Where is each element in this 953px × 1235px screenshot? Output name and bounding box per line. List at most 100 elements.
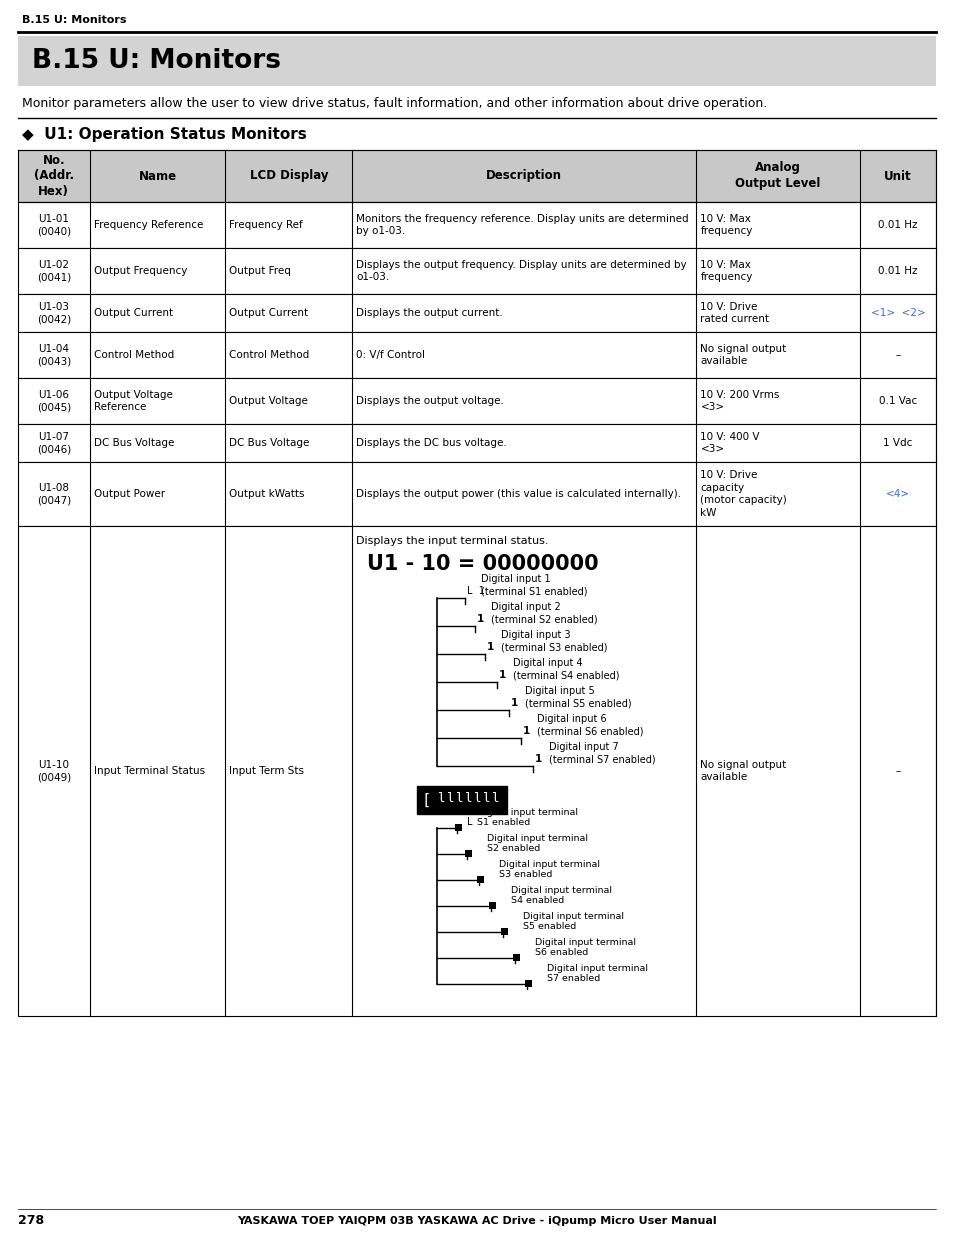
Text: 1: 1 <box>476 614 484 624</box>
Text: U1-06
(0045): U1-06 (0045) <box>36 390 71 412</box>
Text: 278: 278 <box>18 1214 44 1228</box>
Bar <box>18 248 935 294</box>
Text: 10 V: 400 V
<3>: 10 V: 400 V <3> <box>700 432 760 454</box>
Text: No signal output
available: No signal output available <box>700 343 786 367</box>
Text: 1: 1 <box>498 671 506 680</box>
Text: No.
(Addr.
Hex): No. (Addr. Hex) <box>33 153 73 199</box>
Text: DC Bus Voltage: DC Bus Voltage <box>230 438 310 448</box>
Text: LCD Display: LCD Display <box>250 169 328 183</box>
Text: Digital input terminal
S2 enabled: Digital input terminal S2 enabled <box>487 834 588 853</box>
Text: B.15 U: Monitors: B.15 U: Monitors <box>22 15 127 25</box>
Text: 0.1 Vac: 0.1 Vac <box>878 396 916 406</box>
Text: Displays the DC bus voltage.: Displays the DC bus voltage. <box>355 438 506 448</box>
Bar <box>465 850 472 857</box>
Text: l: l <box>446 793 454 805</box>
Text: Displays the output current.: Displays the output current. <box>355 308 502 317</box>
Text: Monitors the frequency reference. Display units are determined
by o1-03.: Monitors the frequency reference. Displa… <box>355 214 688 236</box>
Text: U1-10
(0049): U1-10 (0049) <box>36 760 71 782</box>
Text: Displays the output frequency. Display units are determined by
o1-03.: Displays the output frequency. Display u… <box>355 259 686 283</box>
Text: 10 V: 200 Vrms
<3>: 10 V: 200 Vrms <3> <box>700 390 779 412</box>
Text: Output Voltage: Output Voltage <box>230 396 308 406</box>
Text: Output Current: Output Current <box>93 308 172 317</box>
Text: Digital input terminal
S3 enabled: Digital input terminal S3 enabled <box>498 860 599 879</box>
Text: U1-02
(0041): U1-02 (0041) <box>36 259 71 283</box>
Text: Control Method: Control Method <box>93 350 173 359</box>
Text: l: l <box>455 793 462 805</box>
Text: l: l <box>491 793 498 805</box>
Text: 1: 1 <box>487 642 494 652</box>
Text: Digital input terminal
S7 enabled: Digital input terminal S7 enabled <box>547 963 647 983</box>
Text: U1 - 10 = 00000000: U1 - 10 = 00000000 <box>367 555 598 574</box>
Bar <box>18 332 935 378</box>
Text: U1-03
(0042): U1-03 (0042) <box>36 301 71 325</box>
Text: Output Voltage
Reference: Output Voltage Reference <box>93 390 172 412</box>
Text: Digital input terminal
S6 enabled: Digital input terminal S6 enabled <box>535 937 636 957</box>
Text: l: l <box>473 793 480 805</box>
Text: <4>: <4> <box>885 489 909 499</box>
Text: Digital input 4
(terminal S4 enabled): Digital input 4 (terminal S4 enabled) <box>513 658 619 680</box>
Text: L: L <box>467 818 472 827</box>
Text: [: [ <box>420 793 430 808</box>
Bar <box>500 927 508 935</box>
Text: Digital input 2
(terminal S2 enabled): Digital input 2 (terminal S2 enabled) <box>491 603 598 624</box>
Text: YASKAWA TOEP YAIQPM 03B YASKAWA AC Drive - iQpump Micro User Manual: YASKAWA TOEP YAIQPM 03B YASKAWA AC Drive… <box>237 1216 716 1226</box>
Text: Monitor parameters allow the user to view drive status, fault information, and o: Monitor parameters allow the user to vie… <box>22 98 766 110</box>
Text: 10 V: Max
frequency: 10 V: Max frequency <box>700 214 752 236</box>
Bar <box>18 36 935 86</box>
Bar <box>18 378 935 424</box>
Bar <box>416 785 507 814</box>
Bar <box>455 824 461 831</box>
Text: Digital input 1
(terminal S1 enabled): Digital input 1 (terminal S1 enabled) <box>480 574 587 597</box>
Text: Output kWatts: Output kWatts <box>230 489 305 499</box>
Text: <1>  <2>: <1> <2> <box>870 308 924 317</box>
Text: 0.01 Hz: 0.01 Hz <box>877 220 917 230</box>
Text: Digital input 5
(terminal S5 enabled): Digital input 5 (terminal S5 enabled) <box>524 687 631 708</box>
Text: No signal output
available: No signal output available <box>700 760 786 782</box>
Text: Displays the output voltage.: Displays the output voltage. <box>355 396 503 406</box>
Text: Output Power: Output Power <box>93 489 165 499</box>
Bar <box>18 526 935 1016</box>
Bar <box>524 981 532 987</box>
Text: Input Term Sts: Input Term Sts <box>230 766 304 776</box>
Text: Name: Name <box>138 169 176 183</box>
Bar <box>18 203 935 248</box>
Text: l: l <box>464 793 471 805</box>
Text: Analog
Output Level: Analog Output Level <box>735 162 820 190</box>
Text: ◆  U1: Operation Status Monitors: ◆ U1: Operation Status Monitors <box>22 126 307 142</box>
Text: Unit: Unit <box>883 169 911 183</box>
Text: L  1: L 1 <box>467 585 484 597</box>
Text: U1-07
(0046): U1-07 (0046) <box>36 432 71 454</box>
Text: U1-01
(0040): U1-01 (0040) <box>37 214 71 236</box>
Text: 10 V: Drive
capacity
(motor capacity)
kW: 10 V: Drive capacity (motor capacity) kW <box>700 471 786 517</box>
Text: –: – <box>894 350 900 359</box>
Bar <box>18 294 935 332</box>
Text: Displays the input terminal status.: Displays the input terminal status. <box>355 536 548 546</box>
Text: Control Method: Control Method <box>230 350 310 359</box>
Text: Frequency Ref: Frequency Ref <box>230 220 303 230</box>
Text: 1: 1 <box>511 698 517 708</box>
Text: Output Freq: Output Freq <box>230 266 291 275</box>
Text: Frequency Reference: Frequency Reference <box>93 220 203 230</box>
Bar <box>513 953 519 961</box>
Text: 0: V/f Control: 0: V/f Control <box>355 350 425 359</box>
Bar <box>18 149 935 203</box>
Bar <box>476 876 483 883</box>
Text: Description: Description <box>486 169 561 183</box>
Bar <box>18 424 935 462</box>
Bar <box>18 462 935 526</box>
Text: Digital input terminal
S1 enabled: Digital input terminal S1 enabled <box>476 808 578 827</box>
Text: Output Current: Output Current <box>230 308 308 317</box>
Text: 1: 1 <box>535 755 542 764</box>
Bar <box>489 902 496 909</box>
Text: 10 V: Max
frequency: 10 V: Max frequency <box>700 259 752 283</box>
Text: Digital input terminal
S4 enabled: Digital input terminal S4 enabled <box>511 885 612 905</box>
Text: –: – <box>894 766 900 776</box>
Text: Digital input terminal
S5 enabled: Digital input terminal S5 enabled <box>522 911 623 931</box>
Text: B.15 U: Monitors: B.15 U: Monitors <box>32 48 281 74</box>
Text: 0.01 Hz: 0.01 Hz <box>877 266 917 275</box>
Text: U1-08
(0047): U1-08 (0047) <box>36 483 71 505</box>
Text: l: l <box>481 793 489 805</box>
Text: 1 Vdc: 1 Vdc <box>882 438 912 448</box>
Text: Input Terminal Status: Input Terminal Status <box>93 766 205 776</box>
Text: U1-04
(0043): U1-04 (0043) <box>36 343 71 367</box>
